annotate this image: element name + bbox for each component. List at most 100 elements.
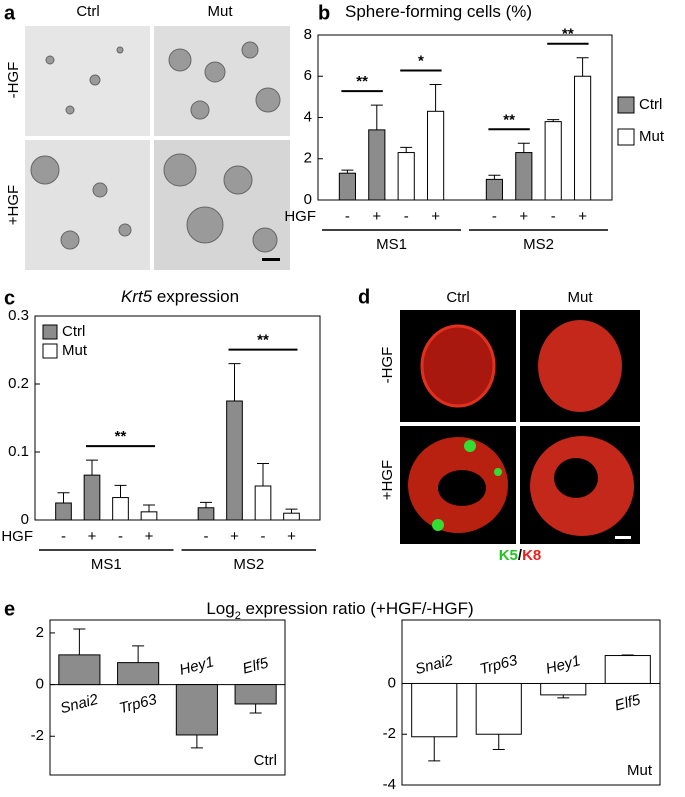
- legend-label: Mut: [627, 762, 653, 779]
- title-part: Krt5: [121, 287, 153, 306]
- group-label: MS1: [91, 556, 122, 573]
- error-bar: [370, 104, 383, 130]
- row-label: -HGF: [379, 347, 396, 384]
- bar: [226, 400, 243, 521]
- chart-title: Sphere-forming cells (%): [345, 2, 532, 21]
- x-axis-label: HGF: [284, 208, 316, 225]
- category-label: Elf5: [241, 654, 271, 677]
- y-tick-label: 0.3: [8, 307, 29, 324]
- error-bar: [57, 492, 70, 503]
- bar: [140, 511, 158, 521]
- bar: [368, 129, 386, 201]
- y-tick-label: 2: [304, 150, 312, 167]
- y-tick-label: 0: [36, 676, 44, 693]
- bar: [234, 684, 277, 705]
- y-tick-label: 4: [304, 108, 312, 125]
- category-label: Snai2: [413, 652, 455, 679]
- plot-frame: [401, 619, 661, 786]
- panel-label: b: [318, 2, 330, 24]
- x-tick-label: +: [230, 528, 239, 545]
- error-bar: [228, 363, 241, 401]
- stain-legend: K5/K8: [499, 547, 542, 564]
- column-label: Mut: [207, 3, 233, 20]
- bar: [175, 684, 218, 736]
- group-label: MS2: [523, 236, 554, 253]
- title-part: K8: [522, 547, 541, 564]
- plot-frame: [34, 315, 321, 521]
- column-label: Ctrl: [76, 3, 99, 20]
- x-tick-label: +: [578, 208, 587, 225]
- y-tick-label: -4: [383, 776, 396, 792]
- x-tick-label: -: [345, 208, 350, 225]
- plot-frame: [49, 619, 286, 776]
- error-bar: [249, 703, 262, 714]
- significance-label: **: [257, 332, 269, 349]
- significance-label: *: [418, 52, 424, 69]
- error-bar: [576, 57, 589, 77]
- y-tick-label: 0: [388, 674, 396, 691]
- bar: [475, 682, 522, 735]
- error-bar: [73, 628, 86, 655]
- category-label: Elf5: [613, 691, 643, 714]
- x-tick-label: -: [118, 528, 123, 545]
- error-bar: [257, 463, 269, 486]
- title-part: Sphere-forming cells (%): [345, 2, 532, 21]
- panel-label: a: [4, 2, 16, 24]
- bar: [544, 121, 562, 201]
- panel-label: e: [4, 598, 15, 620]
- x-tick-label: +: [431, 208, 440, 225]
- x-tick-label: +: [519, 208, 528, 225]
- legend-label: Mut: [62, 342, 88, 359]
- category-label: Trp63: [478, 652, 520, 678]
- error-bar: [86, 459, 98, 476]
- row-label: -HGF: [5, 62, 22, 99]
- x-tick-label: +: [88, 528, 97, 545]
- title-part: /: [518, 547, 523, 564]
- y-tick-label: -2: [383, 725, 396, 742]
- bar: [83, 474, 101, 521]
- legend-swatch: [617, 96, 635, 114]
- panel-title: Log2 expression ratio (+HGF/-HGF): [206, 599, 473, 621]
- error-bar: [488, 174, 501, 180]
- x-tick-label: -: [492, 208, 497, 225]
- x-tick-label: -: [204, 528, 209, 545]
- error-bar: [492, 734, 505, 750]
- bar: [427, 110, 445, 201]
- error-bar: [429, 84, 442, 112]
- y-tick-label: 8: [304, 26, 312, 43]
- legend-label: Mut: [639, 128, 665, 145]
- x-tick-label: +: [372, 208, 381, 225]
- bar: [397, 152, 415, 201]
- x-axis-label: HGF: [1, 528, 33, 545]
- error-bar: [341, 169, 354, 174]
- title-part: K5: [499, 547, 518, 564]
- legend-swatch: [42, 343, 58, 359]
- error-bar: [428, 736, 441, 762]
- micrographs: [25, 26, 290, 270]
- group-label: MS1: [376, 236, 407, 253]
- error-bar: [621, 654, 634, 656]
- bar: [338, 172, 356, 201]
- legend-label: Ctrl: [639, 96, 662, 113]
- title-part: expression: [152, 287, 239, 306]
- bar: [58, 654, 101, 686]
- legend-label: Ctrl: [254, 752, 277, 769]
- y-tick-label: 0.1: [8, 443, 29, 460]
- legend-label: Ctrl: [62, 323, 85, 340]
- title-part: expression ratio (+HGF/-HGF): [241, 599, 474, 618]
- legend-swatch: [617, 128, 635, 146]
- column-label: Mut: [567, 289, 593, 306]
- significance-label: **: [356, 73, 368, 90]
- error-bar: [547, 119, 560, 122]
- bar: [55, 502, 72, 521]
- legend-swatch: [42, 324, 58, 340]
- bar: [540, 682, 587, 696]
- x-tick-label: -: [61, 528, 66, 545]
- error-bar: [557, 694, 570, 699]
- y-tick-label: 6: [304, 67, 312, 84]
- category-label: Hey1: [544, 652, 582, 677]
- error-bar: [517, 142, 530, 153]
- x-tick-label: +: [287, 528, 296, 545]
- x-tick-label: +: [145, 528, 154, 545]
